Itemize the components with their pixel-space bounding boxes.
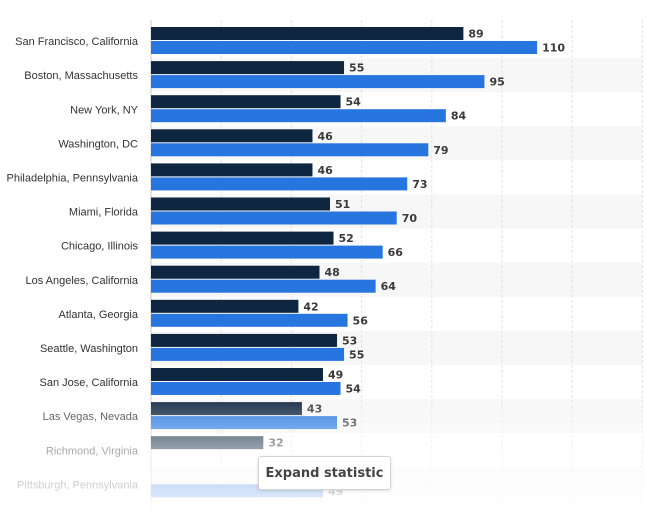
bar-series-1[interactable] bbox=[151, 61, 345, 75]
value-label: 56 bbox=[353, 314, 369, 327]
value-label: 55 bbox=[349, 348, 364, 361]
bar-series-1[interactable] bbox=[151, 197, 331, 211]
category-label: Seattle, Washington bbox=[40, 343, 138, 355]
bar-series-1[interactable] bbox=[151, 231, 334, 245]
bar-series-2[interactable] bbox=[151, 416, 338, 430]
category-label: Miami, Florida bbox=[69, 207, 139, 219]
value-label: 64 bbox=[381, 280, 397, 293]
bar-series-1[interactable] bbox=[151, 299, 299, 313]
value-label: 89 bbox=[468, 28, 483, 41]
bar-series-2[interactable] bbox=[151, 279, 376, 293]
category-label: Chicago, Illinois bbox=[61, 241, 139, 253]
bar-series-2[interactable] bbox=[151, 245, 383, 259]
value-label: 84 bbox=[451, 110, 467, 123]
bar-series-2[interactable] bbox=[151, 75, 485, 89]
bar-series-1[interactable] bbox=[151, 333, 338, 347]
category-label: Washington, DC bbox=[58, 138, 138, 150]
category-label: Boston, Massachusetts bbox=[24, 70, 138, 82]
value-label: 79 bbox=[433, 144, 448, 157]
category-label: Pittsburgh, Pennsylvania bbox=[17, 479, 139, 491]
bar-series-2[interactable] bbox=[151, 109, 446, 123]
value-label: 66 bbox=[388, 246, 404, 259]
bar-series-1[interactable] bbox=[151, 95, 341, 109]
bar-series-1[interactable] bbox=[151, 163, 313, 177]
category-label: Atlanta, Georgia bbox=[59, 309, 139, 321]
bar-series-1[interactable] bbox=[151, 265, 320, 279]
bar-series-2[interactable] bbox=[151, 382, 341, 395]
category-label: Las Vegas, Nevada bbox=[43, 411, 139, 423]
bar-series-2[interactable] bbox=[151, 177, 408, 191]
category-label: Philadelphia, Pennsylvania bbox=[7, 172, 139, 184]
category-label: Los Angeles, California bbox=[25, 275, 138, 287]
value-label: 95 bbox=[489, 76, 504, 89]
value-label: 55 bbox=[349, 62, 364, 75]
bar-series-2[interactable] bbox=[151, 313, 348, 327]
bar-series-1[interactable] bbox=[151, 368, 323, 381]
value-label: 46 bbox=[317, 130, 333, 143]
value-label: 54 bbox=[346, 96, 362, 109]
bar-series-1[interactable] bbox=[151, 27, 464, 40]
expand-statistic-button[interactable]: Expand statistic bbox=[258, 456, 391, 490]
value-label: 32 bbox=[268, 437, 283, 450]
bar-series-2[interactable] bbox=[151, 143, 429, 157]
category-label: San Jose, California bbox=[40, 377, 139, 389]
value-label: 53 bbox=[342, 417, 357, 430]
category-label: Richmond, Virginia bbox=[46, 445, 139, 457]
value-label: 73 bbox=[412, 178, 427, 191]
value-label: 53 bbox=[342, 334, 357, 347]
value-label: 52 bbox=[339, 232, 354, 245]
bar-series-1[interactable] bbox=[151, 129, 313, 143]
value-label: 48 bbox=[324, 266, 339, 279]
bar-series-2[interactable] bbox=[151, 211, 397, 225]
category-label: New York, NY bbox=[70, 104, 139, 116]
value-label: 110 bbox=[542, 42, 565, 55]
bar-series-2[interactable] bbox=[151, 41, 538, 54]
value-label: 54 bbox=[346, 383, 362, 396]
value-label: 42 bbox=[303, 300, 318, 313]
bar-series-2[interactable] bbox=[151, 347, 345, 361]
value-label: 43 bbox=[307, 403, 322, 416]
bar-series-1[interactable] bbox=[151, 436, 264, 450]
value-label: 70 bbox=[402, 212, 418, 225]
category-label: San Francisco, California bbox=[15, 36, 139, 48]
value-label: 49 bbox=[328, 369, 343, 382]
bar-series-1[interactable] bbox=[151, 402, 302, 416]
value-label: 46 bbox=[317, 164, 333, 177]
value-label: 51 bbox=[335, 198, 350, 211]
